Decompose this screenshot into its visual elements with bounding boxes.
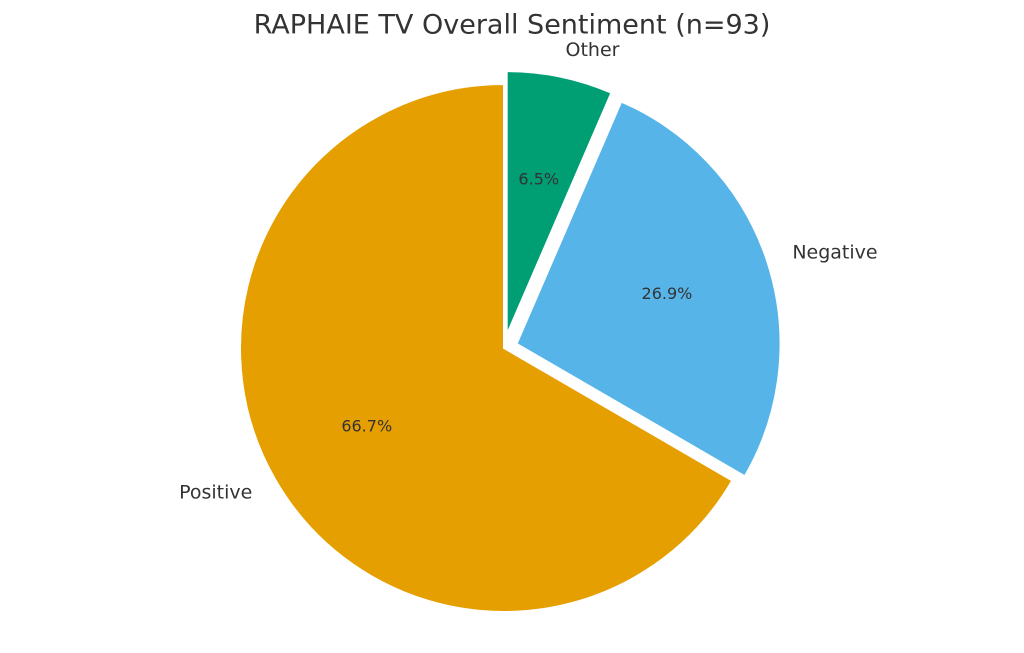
category-label: Positive (179, 481, 252, 503)
category-label: Other (566, 39, 620, 61)
chart-title: RAPHAIE TV Overall Sentiment (n=93) (254, 10, 771, 41)
value-label: 26.9% (642, 284, 693, 303)
pie-slice (239, 82, 734, 613)
value-label: 6.5% (518, 169, 559, 188)
pie-slice (505, 70, 613, 336)
category-label: Negative (792, 241, 877, 263)
pie-slice (515, 100, 782, 478)
value-label: 66.7% (341, 417, 392, 436)
